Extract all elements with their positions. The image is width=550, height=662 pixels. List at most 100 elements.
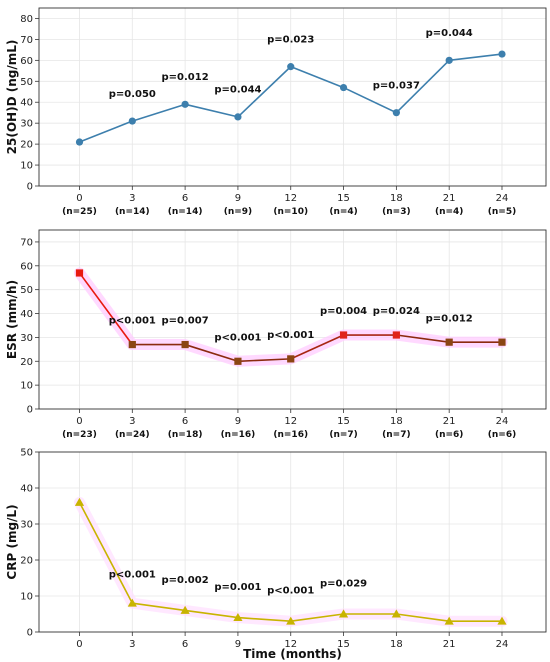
y-tick-label: 10	[20, 381, 33, 392]
sample-size-label: (n=16)	[221, 430, 256, 440]
p-value-annotation: p=0.044	[426, 28, 473, 39]
x-tick-label: 18	[390, 416, 403, 427]
p-value-annotation: p=0.023	[267, 34, 314, 45]
series-line-segment	[184, 103, 239, 118]
data-point	[339, 83, 348, 92]
p-value-annotation: p=0.037	[373, 80, 420, 91]
data-point	[338, 609, 349, 618]
y-tick-label: 30	[20, 520, 33, 531]
data-point	[286, 616, 296, 625]
y-tick-label: 20	[20, 357, 33, 368]
series-line-segment	[396, 613, 450, 622]
data-point	[180, 605, 190, 614]
panel-2: 0 10 20 30 40 50 60 70 0 3 6 9 12 15 18 21 24 (n=23) (n=24…	[5, 229, 547, 440]
data-point	[75, 269, 84, 277]
p-value-annotation: p=0.029	[320, 578, 367, 589]
data-point	[445, 56, 453, 64]
series-line-segment	[395, 59, 450, 114]
x-tick-label: 9	[235, 193, 241, 204]
data-point	[498, 50, 506, 58]
y-tick-label: 50	[20, 448, 33, 459]
plot-frame	[38, 7, 547, 187]
p-value-annotation: p<0.001	[267, 330, 314, 341]
data-point	[234, 113, 242, 121]
y-tick-label: 0	[27, 405, 33, 416]
x-tick-label: 12	[284, 416, 297, 427]
data-point	[181, 340, 189, 349]
x-tick-label: 6	[182, 193, 188, 204]
x-tick-label: 21	[443, 193, 456, 204]
y-tick-label: 10	[20, 161, 33, 172]
series-line-segment	[290, 65, 344, 89]
x-tick-label: 3	[129, 416, 135, 427]
x-tick-label: 3	[129, 639, 135, 650]
data-point	[498, 338, 506, 346]
sample-size-label: (n=6)	[435, 430, 463, 440]
y-tick-label: 40	[20, 309, 33, 320]
y-tick-label: 20	[20, 556, 33, 567]
sample-size-label: (n=3)	[382, 207, 410, 217]
y-tick-label: 60	[20, 56, 33, 67]
data-point	[287, 355, 295, 363]
series-line-segment	[78, 272, 133, 346]
p-value-annotation: p=0.007	[162, 316, 209, 327]
y-tick-label: 50	[20, 285, 33, 296]
x-tick-label: 12	[284, 639, 297, 650]
series-line-segment	[449, 53, 503, 62]
x-tick-label: 0	[76, 193, 82, 204]
y-tick-label: 70	[20, 237, 33, 248]
panel-3: 0 10 20 30 40 50 0 3 6 9 12 15 18 21 24 CRP (mg/L) Time …	[5, 448, 547, 661]
series-line-segment	[343, 86, 397, 114]
y-tick-label: 60	[20, 261, 33, 272]
data-point	[339, 331, 348, 339]
p-value-annotation: p=0.012	[162, 72, 209, 83]
p-value-annotation: p<0.001	[109, 569, 156, 580]
data-point	[181, 100, 189, 108]
series-line-segment	[132, 602, 186, 612]
p-value-annotation: p=0.024	[373, 306, 420, 317]
series-line-segment	[396, 334, 450, 343]
y-tick-label: 30	[20, 333, 33, 344]
series-line-segment	[185, 609, 239, 619]
data-point	[287, 63, 295, 71]
series-line-segment	[237, 616, 291, 622]
sample-size-label: (n=4)	[435, 207, 463, 217]
data-point	[128, 117, 136, 125]
y-axis-label: ESR (mm/h)	[5, 280, 19, 359]
data-point	[75, 138, 84, 146]
data-point	[234, 357, 242, 365]
x-tick-label: 0	[76, 416, 82, 427]
x-tick-label: 0	[76, 639, 82, 650]
y-tick-label: 20	[20, 140, 33, 151]
p-value-annotation: p=0.001	[214, 582, 261, 593]
y-tick-label: 30	[20, 119, 33, 130]
sample-size-label: (n=7)	[382, 430, 410, 440]
y-tick-label: 0	[27, 182, 33, 193]
data-point	[497, 616, 507, 625]
p-value-annotation: p<0.001	[109, 316, 156, 327]
x-tick-label: 9	[235, 416, 241, 427]
sample-size-label: (n=4)	[329, 207, 357, 217]
x-tick-label: 15	[337, 193, 350, 204]
y-tick-label: 70	[20, 35, 33, 46]
sample-size-label: (n=9)	[224, 207, 252, 217]
x-axis-label: Time (months)	[243, 647, 342, 661]
series-line-segment	[290, 334, 344, 360]
sample-size-label: (n=5)	[488, 207, 516, 217]
sample-size-label: (n=24)	[115, 430, 150, 440]
sample-size-label: (n=6)	[488, 430, 516, 440]
sample-size-label: (n=16)	[273, 430, 308, 440]
p-value-annotation: p=0.004	[320, 306, 367, 317]
sample-size-label: (n=18)	[168, 430, 203, 440]
p-value-annotation: p=0.044	[214, 85, 261, 96]
x-tick-label: 6	[182, 639, 188, 650]
x-tick-label: 18	[390, 193, 403, 204]
x-tick-label: 21	[443, 639, 456, 650]
series-line-segment	[184, 343, 239, 363]
x-tick-label: 24	[496, 193, 509, 204]
x-tick-label: 3	[129, 193, 135, 204]
x-tick-label: 9	[235, 639, 241, 650]
plot-frame	[38, 451, 547, 633]
series-line-segment	[237, 358, 291, 363]
